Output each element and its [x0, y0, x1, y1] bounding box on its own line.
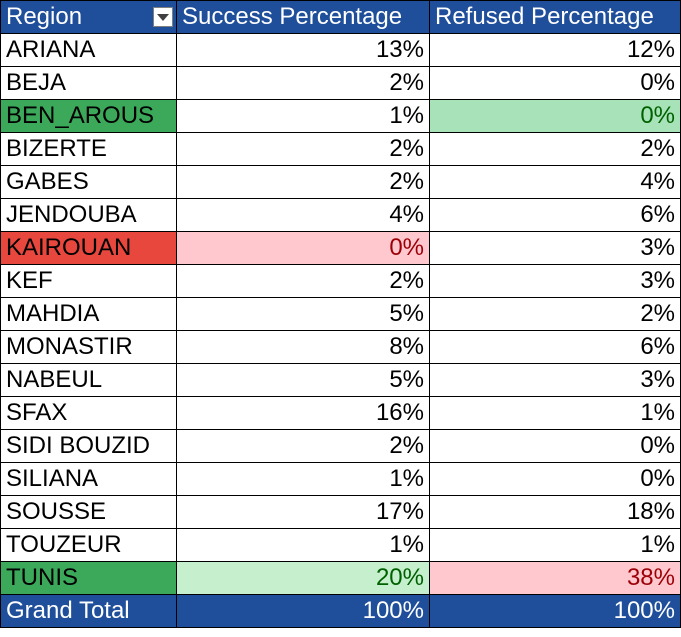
- region-cell[interactable]: MONASTIR: [0, 330, 177, 364]
- success-cell[interactable]: 1%: [176, 462, 430, 496]
- grand-total-row: Grand Total 100% 100%: [0, 594, 681, 628]
- refused-cell[interactable]: 3%: [429, 231, 681, 265]
- success-cell[interactable]: 1%: [176, 528, 430, 562]
- refused-cell[interactable]: 3%: [429, 363, 681, 397]
- region-cell[interactable]: TOUZEUR: [0, 528, 177, 562]
- region-cell[interactable]: SIDI BOUZID: [0, 429, 177, 463]
- refused-cell[interactable]: 6%: [429, 198, 681, 232]
- success-cell[interactable]: 2%: [176, 132, 430, 166]
- table-row: BEJA 2% 0%: [0, 66, 681, 100]
- success-cell[interactable]: 5%: [176, 297, 430, 331]
- table-row: GABES 2% 4%: [0, 165, 681, 199]
- table-row: SFAX 16% 1%: [0, 396, 681, 430]
- table-row: MONASTIR 8% 6%: [0, 330, 681, 364]
- region-cell[interactable]: BEJA: [0, 66, 177, 100]
- success-cell[interactable]: 2%: [176, 165, 430, 199]
- region-cell[interactable]: KEF: [0, 264, 177, 298]
- table-row: MAHDIA 5% 2%: [0, 297, 681, 331]
- success-cell[interactable]: 2%: [176, 429, 430, 463]
- refused-cell[interactable]: 12%: [429, 33, 681, 67]
- table-row: NABEUL 5% 3%: [0, 363, 681, 397]
- region-cell[interactable]: SOUSSE: [0, 495, 177, 529]
- grand-total-label[interactable]: Grand Total: [0, 594, 177, 628]
- success-cell[interactable]: 4%: [176, 198, 430, 232]
- region-cell[interactable]: ARIANA: [0, 33, 177, 67]
- success-cell[interactable]: 1%: [176, 99, 430, 133]
- refused-cell[interactable]: 0%: [429, 462, 681, 496]
- refused-cell[interactable]: 2%: [429, 297, 681, 331]
- refused-cell[interactable]: 6%: [429, 330, 681, 364]
- region-cell[interactable]: SILIANA: [0, 462, 177, 496]
- region-cell[interactable]: KAIROUAN: [0, 231, 177, 265]
- success-cell[interactable]: 5%: [176, 363, 430, 397]
- region-cell[interactable]: SFAX: [0, 396, 177, 430]
- grand-total-success[interactable]: 100%: [176, 594, 430, 628]
- region-cell[interactable]: NABEUL: [0, 363, 177, 397]
- refused-cell[interactable]: 1%: [429, 396, 681, 430]
- refused-cell[interactable]: 2%: [429, 132, 681, 166]
- refused-cell[interactable]: 0%: [429, 66, 681, 100]
- region-cell[interactable]: BEN_AROUS: [0, 99, 177, 133]
- refused-cell[interactable]: 0%: [429, 429, 681, 463]
- table-row: JENDOUBA 4% 6%: [0, 198, 681, 232]
- success-cell[interactable]: 16%: [176, 396, 430, 430]
- table-row: KAIROUAN 0% 3%: [0, 231, 681, 265]
- table-row: KEF 2% 3%: [0, 264, 681, 298]
- dropdown-filter-icon[interactable]: [153, 7, 173, 27]
- table-row: SIDI BOUZID 2% 0%: [0, 429, 681, 463]
- table-row: BIZERTE 2% 2%: [0, 132, 681, 166]
- header-refused[interactable]: Refused Percentage: [429, 0, 681, 34]
- table-row: SOUSSE 17% 18%: [0, 495, 681, 529]
- table-row: ARIANA 13% 12%: [0, 33, 681, 67]
- region-cell[interactable]: JENDOUBA: [0, 198, 177, 232]
- table-row: TUNIS 20% 38%: [0, 561, 681, 595]
- table-row: SILIANA 1% 0%: [0, 462, 681, 496]
- refused-cell[interactable]: 0%: [429, 99, 681, 133]
- header-region-label: Region: [6, 3, 83, 30]
- refused-cell[interactable]: 1%: [429, 528, 681, 562]
- grand-total-refused[interactable]: 100%: [429, 594, 681, 628]
- table-row: BEN_AROUS 1% 0%: [0, 99, 681, 133]
- success-cell[interactable]: 13%: [176, 33, 430, 67]
- success-cell[interactable]: 8%: [176, 330, 430, 364]
- success-cell[interactable]: 2%: [176, 66, 430, 100]
- header-success[interactable]: Success Percentage: [176, 0, 430, 34]
- success-cell[interactable]: 17%: [176, 495, 430, 529]
- region-cell[interactable]: TUNIS: [0, 561, 177, 595]
- header-row: Region Success Percentage Refused Percen…: [0, 0, 681, 34]
- success-cell[interactable]: 20%: [176, 561, 430, 595]
- table-row: TOUZEUR 1% 1%: [0, 528, 681, 562]
- refused-cell[interactable]: 38%: [429, 561, 681, 595]
- region-cell[interactable]: BIZERTE: [0, 132, 177, 166]
- refused-cell[interactable]: 4%: [429, 165, 681, 199]
- success-cell[interactable]: 2%: [176, 264, 430, 298]
- region-cell[interactable]: GABES: [0, 165, 177, 199]
- refused-cell[interactable]: 18%: [429, 495, 681, 529]
- header-region[interactable]: Region: [0, 0, 177, 34]
- region-cell[interactable]: MAHDIA: [0, 297, 177, 331]
- refused-cell[interactable]: 3%: [429, 264, 681, 298]
- success-cell[interactable]: 0%: [176, 231, 430, 265]
